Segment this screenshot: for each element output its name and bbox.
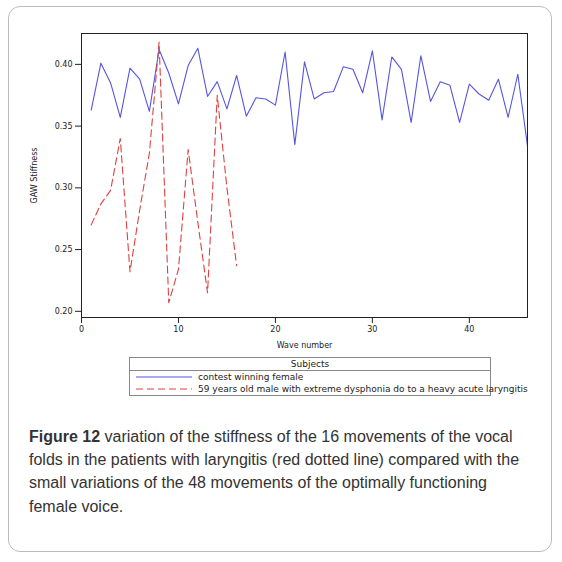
html-text:Subjects: Subjects (290, 359, 330, 369)
svg-text:0.30: 0.30 (55, 183, 73, 192)
svg-text:0.20: 0.20 (55, 307, 73, 316)
svg-text:40: 40 (464, 325, 474, 334)
svg-text:Wave number: Wave number (277, 341, 333, 350)
html-text:59 years old male with extreme: 59 years old male with extreme dysphonia… (198, 384, 528, 394)
svg-text:0: 0 (79, 325, 84, 334)
svg-text:10: 10 (173, 325, 183, 334)
html-text:Figure 12 variation of the sti: Figure 12 variation of the stiffness of … (29, 428, 519, 515)
svg-text:0.35: 0.35 (55, 122, 73, 131)
svg-text:0.25: 0.25 (55, 245, 73, 254)
html-text:contest winning female: contest winning female (198, 372, 304, 382)
svg-text:GAW Stiffness: GAW Stiffness (30, 148, 39, 204)
svg-text:30: 30 (367, 325, 377, 334)
svg-text:20: 20 (270, 325, 280, 334)
svg-text:0.40: 0.40 (55, 60, 73, 69)
